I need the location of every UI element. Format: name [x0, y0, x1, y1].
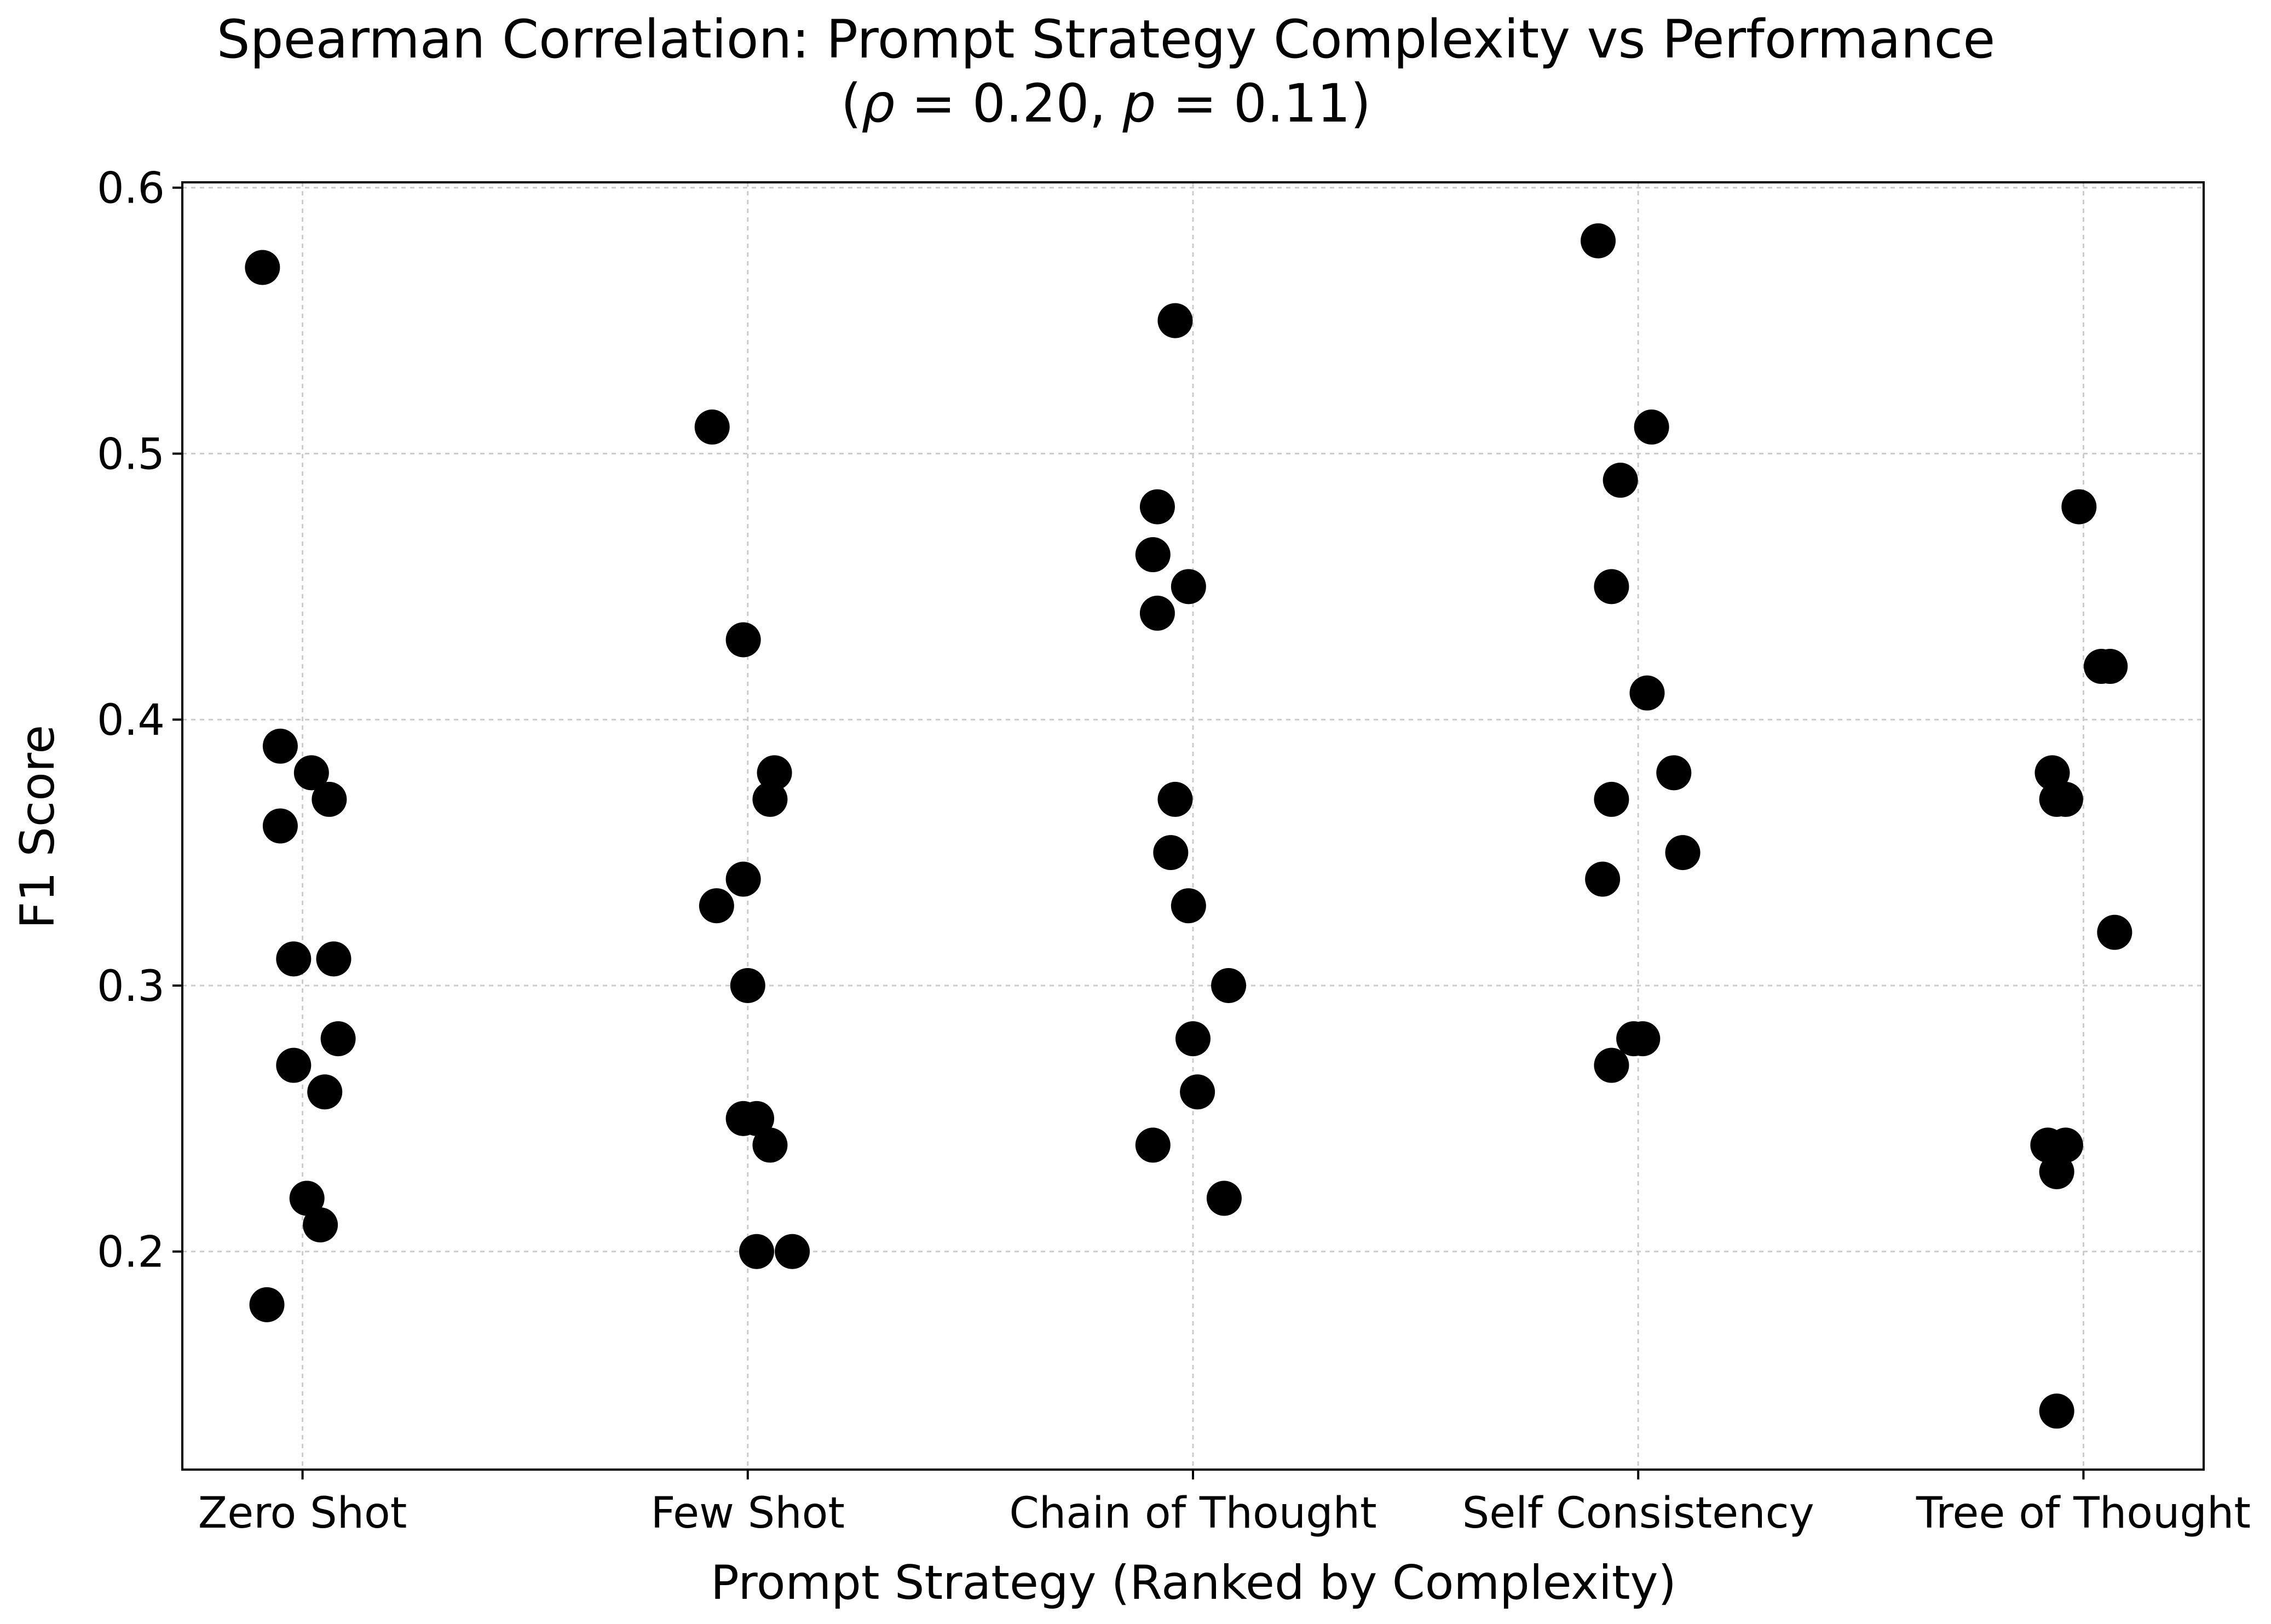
data-point [694, 409, 730, 445]
data-point [2097, 914, 2132, 950]
y-tick-label: 0.3 [97, 962, 165, 1011]
data-point [725, 622, 761, 658]
data-point [757, 755, 792, 791]
data-point [307, 1074, 343, 1110]
y-axis-label: F1 Score [10, 725, 65, 929]
title-p-symbol: p [1122, 73, 1156, 134]
data-point [1211, 968, 1247, 1003]
data-point [752, 781, 788, 817]
data-point [1665, 835, 1701, 871]
data-point [303, 1207, 338, 1243]
x-tick-label: Few Shot [651, 1489, 845, 1538]
data-point [2039, 1154, 2074, 1189]
data-point [725, 861, 761, 897]
data-point [730, 968, 765, 1003]
data-point [739, 1234, 775, 1269]
y-tick-label: 0.6 [97, 164, 165, 214]
data-point [1180, 1074, 1215, 1110]
data-point [1629, 675, 1665, 711]
title-rho-symbol: ρ [861, 73, 895, 134]
y-axis-ticks: 0.2 0.3 0.4 0.5 0.6 [97, 164, 182, 1277]
data-point [752, 1127, 788, 1163]
data-points [245, 223, 2132, 1429]
data-point [1206, 1180, 1242, 1216]
title-paren-open: ( [841, 73, 861, 134]
data-point [262, 728, 298, 764]
x-tick-label: Chain of Thought [1009, 1489, 1376, 1538]
data-point [1585, 861, 1621, 897]
data-point [1135, 1127, 1171, 1163]
data-point [739, 1101, 775, 1136]
data-point [2048, 781, 2083, 817]
data-point [1634, 409, 1669, 445]
y-tick-label: 0.5 [97, 430, 165, 479]
chart-title-line2: (ρ = 0.20, p = 0.11) [841, 73, 1371, 134]
data-point [289, 1180, 325, 1216]
data-point [262, 808, 298, 844]
data-point [312, 781, 347, 817]
data-point [1171, 569, 1206, 604]
x-tick-label: Zero Shot [198, 1489, 407, 1538]
x-axis-label: Prompt Strategy (Ranked by Complexity) [711, 1556, 1676, 1610]
data-point [1157, 781, 1193, 817]
data-point [1157, 303, 1193, 338]
data-point [276, 1047, 312, 1083]
data-point [1603, 463, 1638, 498]
title-rho-value: = 0.20, [895, 73, 1122, 134]
data-point [1581, 223, 1616, 258]
data-point [1139, 595, 1175, 631]
grid-layer [182, 182, 2204, 1470]
data-point [1625, 1021, 1661, 1057]
plot-area-frame [181, 181, 2205, 1471]
data-point [699, 888, 734, 924]
y-tick-label: 0.4 [97, 696, 165, 745]
title-p-value: = 0.11) [1156, 73, 1371, 134]
x-tick-label: Self Consistency [1462, 1489, 1814, 1538]
data-point [2061, 489, 2097, 525]
data-point [249, 1287, 285, 1322]
data-point [1656, 755, 1692, 791]
data-point [775, 1234, 810, 1269]
data-point [2048, 1127, 2083, 1163]
y-tick-label: 0.2 [97, 1228, 165, 1277]
data-point [2034, 755, 2070, 791]
data-point [1594, 569, 1629, 604]
data-point [1171, 888, 1206, 924]
x-axis-ticks: Zero Shot Few Shot Chain of Thought Self Co… [198, 1470, 2251, 1538]
data-point [293, 755, 329, 791]
data-point [2093, 649, 2128, 684]
data-point [1594, 1047, 1629, 1083]
data-point [245, 250, 280, 285]
data-point [316, 941, 351, 977]
chart-title-line1: Spearman Correlation: Prompt Strategy Co… [217, 9, 1996, 70]
data-point [1153, 835, 1189, 871]
data-point [1135, 537, 1171, 573]
data-point [1139, 489, 1175, 525]
data-point [276, 941, 312, 977]
data-point [1175, 1021, 1211, 1057]
data-point [1594, 781, 1629, 817]
data-point [2039, 1393, 2074, 1429]
data-point [320, 1021, 356, 1057]
x-tick-label: Tree of Thought [1916, 1489, 2251, 1538]
